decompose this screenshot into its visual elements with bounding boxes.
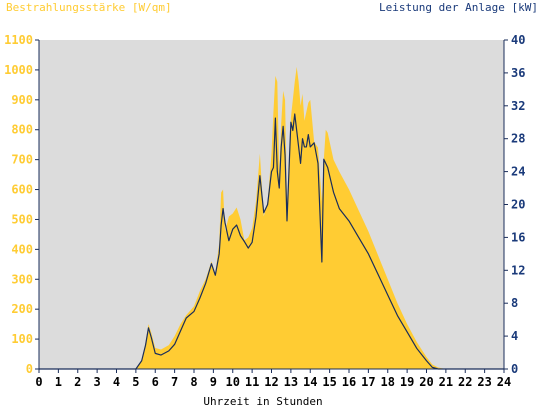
y-left-tick-label: 100: [11, 332, 33, 346]
y-left-tick-label: 700: [11, 153, 33, 167]
y-left-tick-label: 1000: [4, 63, 33, 77]
x-tick-label: 8: [190, 375, 197, 389]
x-tick-label: 22: [458, 375, 472, 389]
y-right-tick-label: 40: [511, 33, 525, 47]
right-axis-ticks: 0 4 8 12 16 20 24 28 32 36 40: [504, 33, 525, 376]
y-left-tick-label: 800: [11, 123, 33, 137]
x-tick-label: 16: [342, 375, 356, 389]
x-tick-label: 11: [245, 375, 259, 389]
x-axis-label: Uhrzeit in Stunden: [203, 395, 322, 408]
y-right-tick-label: 36: [511, 66, 525, 80]
y-right-tick-label: 8: [511, 296, 518, 310]
y-left-tick-label: 900: [11, 93, 33, 107]
y-left-tick-label: 600: [11, 183, 33, 197]
x-tick-label: 7: [171, 375, 178, 389]
left-axis-ticks: 0 100 200 300 400 500 600 700 800 900 1000 1100: [4, 33, 39, 376]
series-power-line: [39, 113, 504, 370]
x-tick-label: 19: [400, 375, 414, 389]
x-tick-label: 15: [322, 375, 336, 389]
y-right-tick-label: 20: [511, 198, 525, 212]
x-tick-label: 20: [419, 375, 433, 389]
series-irradiance-area: [39, 66, 504, 370]
y-right-tick-label: 32: [511, 99, 525, 113]
left-axis-label: Bestrahlungsstärke [W/qm]: [6, 1, 172, 14]
x-tick-label: 5: [132, 375, 139, 389]
x-tick-label: 24: [497, 375, 511, 389]
x-tick-label: 18: [381, 375, 395, 389]
y-right-tick-label: 0: [511, 362, 518, 376]
x-tick-label: 23: [477, 375, 491, 389]
x-tick-label: 6: [152, 375, 159, 389]
x-tick-label: 9: [210, 375, 217, 389]
y-right-tick-label: 4: [511, 329, 518, 343]
y-right-tick-label: 28: [511, 132, 525, 146]
x-tick-label: 10: [226, 375, 240, 389]
y-left-tick-label: 300: [11, 272, 33, 286]
y-right-tick-label: 24: [511, 165, 525, 179]
x-tick-label: 1: [55, 375, 62, 389]
x-axis-ticks: 0 1 2 3 4 5 6 7 8 9 10 11 12 13 14 15 16 17 18 19 20 21 22 23 24: [35, 369, 511, 389]
x-tick-label: 14: [303, 375, 317, 389]
right-axis-label: Leistung der Anlage [kW]: [379, 1, 538, 14]
x-tick-label: 3: [94, 375, 101, 389]
x-tick-label: 0: [35, 375, 42, 389]
y-left-tick-label: 0: [26, 362, 33, 376]
x-tick-label: 12: [264, 375, 278, 389]
y-right-tick-label: 16: [511, 230, 525, 244]
x-tick-label: 13: [284, 375, 298, 389]
y-left-tick-label: 200: [11, 302, 33, 316]
x-tick-label: 21: [439, 375, 453, 389]
x-tick-label: 4: [113, 375, 120, 389]
x-tick-label: 2: [74, 375, 81, 389]
y-left-tick-label: 400: [11, 242, 33, 256]
series-layer: [39, 66, 504, 370]
y-left-tick-label: 500: [11, 212, 33, 226]
x-tick-label: 17: [361, 375, 375, 389]
y-left-tick-label: 1100: [4, 33, 33, 47]
y-right-tick-label: 12: [511, 263, 525, 277]
